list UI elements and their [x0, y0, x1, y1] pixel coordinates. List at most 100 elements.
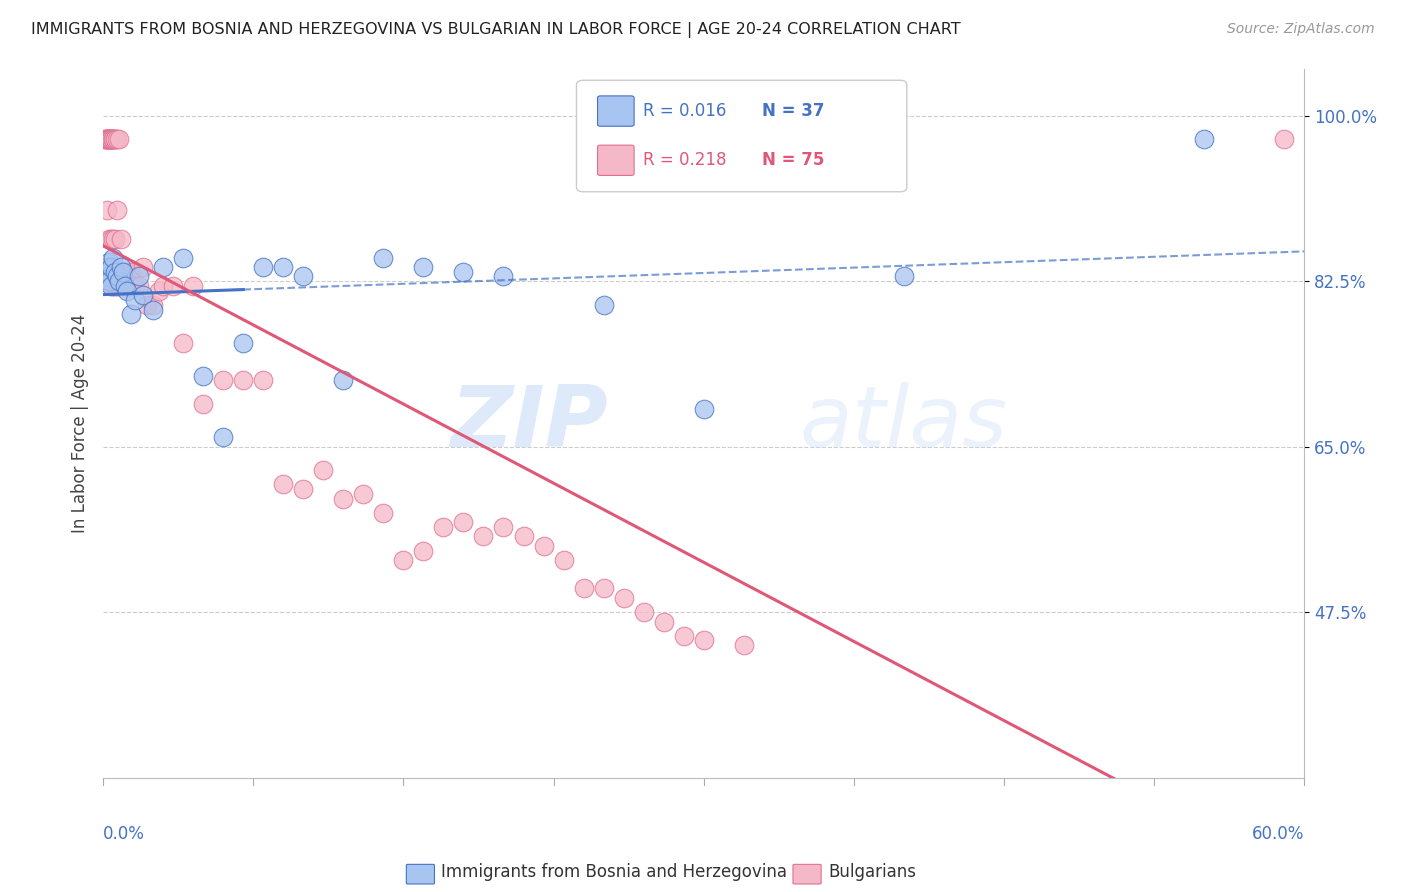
Point [492, 520, 515, 534]
Point [332, 491, 354, 506]
Point [120, 265, 142, 279]
Point [142, 302, 165, 317]
Point [432, 520, 454, 534]
Point [98, 132, 121, 146]
Point [1192, 132, 1215, 146]
Point [100, 132, 122, 146]
Point [94, 132, 117, 146]
Point [592, 582, 614, 596]
Point [100, 260, 122, 274]
Point [96, 132, 118, 146]
Point [373, 251, 395, 265]
Point [232, 335, 254, 350]
Point [193, 368, 215, 383]
Point [128, 279, 150, 293]
Point [472, 529, 495, 543]
Point [132, 288, 155, 302]
Point [98, 274, 121, 288]
Point [142, 298, 165, 312]
Point [112, 279, 135, 293]
Text: ZIP: ZIP [450, 382, 607, 465]
Point [120, 307, 142, 321]
Point [212, 430, 235, 444]
Text: Source: ZipAtlas.com: Source: ZipAtlas.com [1227, 22, 1375, 37]
Point [1272, 132, 1295, 146]
Point [733, 638, 755, 652]
Point [96, 203, 118, 218]
Point [104, 265, 127, 279]
Point [412, 543, 434, 558]
Point [352, 487, 374, 501]
Point [100, 132, 122, 146]
Point [512, 529, 534, 543]
Point [98, 255, 121, 269]
Point [312, 463, 335, 477]
Point [271, 260, 294, 274]
Point [94, 132, 117, 146]
Point [122, 279, 145, 293]
Point [104, 132, 127, 146]
Point [271, 477, 294, 491]
Text: Immigrants from Bosnia and Herzegovina: Immigrants from Bosnia and Herzegovina [441, 863, 787, 881]
Point [592, 298, 614, 312]
Point [98, 132, 121, 146]
Point [110, 232, 132, 246]
Point [98, 132, 121, 146]
Point [692, 401, 714, 416]
Point [572, 582, 595, 596]
Point [212, 374, 235, 388]
Point [132, 260, 155, 274]
Y-axis label: In Labor Force | Age 20-24: In Labor Force | Age 20-24 [72, 313, 89, 533]
Point [96, 132, 118, 146]
Point [124, 293, 146, 307]
Point [101, 232, 124, 246]
Point [118, 265, 141, 279]
Point [373, 506, 395, 520]
Point [292, 269, 315, 284]
Text: 60.0%: 60.0% [1251, 825, 1305, 843]
Point [105, 279, 128, 293]
Point [128, 269, 150, 284]
Point [114, 279, 136, 293]
Text: R = 0.016: R = 0.016 [643, 102, 725, 120]
Point [633, 605, 655, 619]
Text: IMMIGRANTS FROM BOSNIA AND HERZEGOVINA VS BULGARIAN IN LABOR FORCE | AGE 20-24 C: IMMIGRANTS FROM BOSNIA AND HERZEGOVINA V… [31, 22, 960, 38]
Point [101, 251, 124, 265]
Point [108, 274, 131, 288]
Point [101, 132, 124, 146]
Point [110, 279, 132, 293]
Text: 0.0%: 0.0% [103, 825, 145, 843]
Point [392, 553, 415, 567]
Point [613, 591, 636, 605]
Point [162, 279, 184, 293]
Point [652, 615, 675, 629]
Point [108, 279, 131, 293]
Point [94, 265, 117, 279]
Point [105, 203, 128, 218]
Text: R = 0.218: R = 0.218 [643, 152, 725, 169]
Point [100, 232, 122, 246]
Point [553, 553, 575, 567]
Point [100, 279, 122, 293]
Point [104, 279, 127, 293]
Point [232, 374, 254, 388]
Point [332, 374, 354, 388]
Point [492, 269, 515, 284]
Point [152, 279, 174, 293]
Point [893, 269, 915, 284]
Text: N = 37: N = 37 [762, 102, 824, 120]
Point [172, 251, 194, 265]
Point [104, 232, 127, 246]
Point [100, 132, 122, 146]
Point [115, 284, 138, 298]
Point [136, 298, 159, 312]
Point [115, 265, 138, 279]
Point [692, 633, 714, 648]
Point [101, 279, 124, 293]
Point [412, 260, 434, 274]
Point [98, 232, 121, 246]
Point [453, 265, 475, 279]
Point [112, 265, 135, 279]
Point [96, 132, 118, 146]
Point [105, 269, 128, 284]
